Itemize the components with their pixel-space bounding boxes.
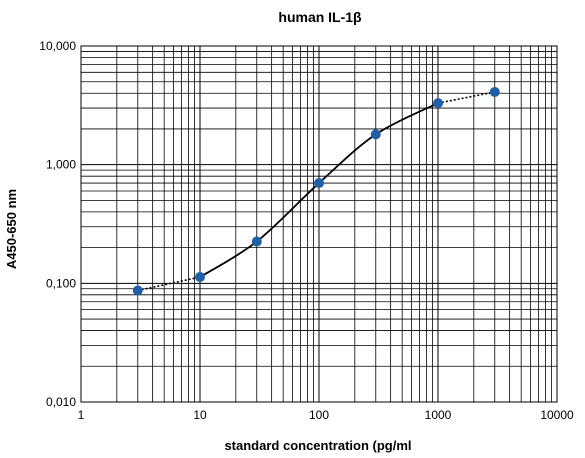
data-point bbox=[132, 285, 143, 296]
y-tick-label: 0,010 bbox=[46, 395, 76, 409]
y-tick-label: 1,000 bbox=[46, 158, 76, 172]
data-point bbox=[489, 86, 500, 97]
x-tick-label: 10 bbox=[193, 408, 207, 422]
x-tick-label: 100 bbox=[309, 408, 329, 422]
data-point bbox=[370, 129, 381, 140]
x-tick-label: 1 bbox=[78, 408, 85, 422]
series-segment-dotted bbox=[137, 276, 201, 292]
plot-frame bbox=[80, 45, 558, 403]
x-axis-ticks: 1 10 100 1000 10000 bbox=[78, 408, 574, 422]
y-tick-label: 0,100 bbox=[46, 276, 76, 290]
data-point bbox=[433, 98, 443, 109]
data-point bbox=[251, 236, 262, 247]
x-tick-label: 10000 bbox=[540, 408, 574, 422]
series-segment-dotted bbox=[437, 91, 495, 104]
chart-title: human IL-1β bbox=[278, 9, 362, 25]
data-points bbox=[132, 86, 500, 296]
data-point bbox=[314, 178, 324, 189]
data-point bbox=[195, 272, 205, 283]
grid bbox=[80, 46, 557, 403]
y-axis-label: A450-650 nm bbox=[4, 189, 19, 269]
x-axis-label: standard concentration (pg/ml bbox=[224, 438, 411, 453]
y-tick-label: 10,000 bbox=[39, 39, 76, 53]
x-tick-label: 1000 bbox=[425, 408, 452, 422]
y-axis-ticks: 0,010 0,100 1,000 10,000 bbox=[39, 39, 76, 409]
